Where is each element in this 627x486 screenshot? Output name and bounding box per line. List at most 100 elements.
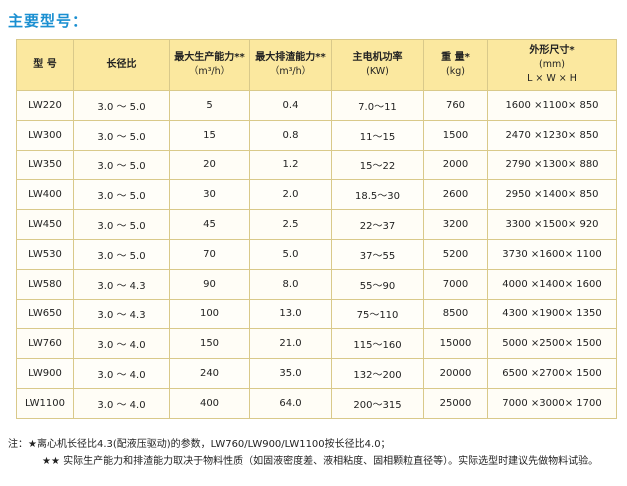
cell-weight: 1500 bbox=[423, 119, 488, 151]
cell-max-production: 240 bbox=[169, 358, 250, 389]
cell-length-diameter-ratio: 3.0 ～ 4.0 bbox=[73, 387, 170, 419]
cell-length-diameter-ratio: 3.0 ～ 5.0 bbox=[73, 179, 170, 211]
cell-length-diameter-ratio: 3.0 ～ 5.0 bbox=[73, 149, 170, 181]
cell-model: LW220 bbox=[16, 90, 74, 121]
cell-weight: 3200 bbox=[423, 209, 488, 240]
cell-max-production: 150 bbox=[169, 328, 250, 360]
cell-dimensions: 2790 ×1300× 880 bbox=[487, 149, 617, 181]
cell-max-production: 90 bbox=[169, 268, 250, 300]
cell-weight: 2600 bbox=[423, 179, 488, 211]
table-header-row: 型 号 长径比 最大生产能力** （m³/h） 最大排渣能力** （m³/h） … bbox=[16, 39, 617, 91]
cell-max-discharge: 0.8 bbox=[249, 119, 332, 151]
table-row: LW580 3.0 ～ 4.3 90 8.0 55～90 7000 4000 ×1400× … bbox=[16, 268, 617, 300]
cell-max-discharge: 13.0 bbox=[249, 298, 332, 330]
header-model: 型 号 bbox=[16, 39, 74, 91]
cell-motor-power: 55～90 bbox=[331, 268, 424, 300]
cell-motor-power: 200～315 bbox=[331, 387, 424, 419]
table-row: LW400 3.0 ～ 5.0 30 2.0 18.5～30 2600 2950 ×1400… bbox=[16, 179, 617, 211]
cell-max-production: 100 bbox=[169, 298, 250, 330]
cell-dimensions: 7000 ×3000× 1700 bbox=[487, 387, 617, 419]
cell-motor-power: 18.5～30 bbox=[331, 179, 424, 211]
cell-dimensions: 1600 ×1100× 850 bbox=[487, 90, 617, 121]
cell-dimensions: 5000 ×2500× 1500 bbox=[487, 328, 617, 360]
table-row: LW220 3.0 ～ 5.0 5 0.4 7.0～11 760 1600 ×1100× 8… bbox=[16, 90, 617, 121]
cell-model: LW400 bbox=[16, 179, 74, 211]
cell-model: LW300 bbox=[16, 119, 74, 151]
cell-max-discharge: 35.0 bbox=[249, 358, 332, 389]
header-unit: (KW) bbox=[366, 66, 389, 77]
cell-dimensions: 6500 ×2700× 1500 bbox=[487, 358, 617, 389]
footnotes: 注：★离心机长径比4.3(配液压驱动)的参数，LW760/LW900/LW110… bbox=[8, 436, 598, 470]
cell-model: LW650 bbox=[16, 298, 74, 330]
cell-motor-power: 15～22 bbox=[331, 149, 424, 181]
model-spec-table: 型 号 长径比 最大生产能力** （m³/h） 最大排渣能力** （m³/h） … bbox=[16, 39, 617, 419]
cell-weight: 7000 bbox=[423, 268, 488, 300]
cell-max-discharge: 8.0 bbox=[249, 268, 332, 300]
cell-dimensions: 4300 ×1900× 1350 bbox=[487, 298, 617, 330]
header-weight: 重 量* (kg) bbox=[423, 39, 488, 91]
header-length-diameter-ratio: 长径比 bbox=[73, 39, 170, 91]
cell-motor-power: 7.0～11 bbox=[331, 90, 424, 121]
header-unit: (kg) bbox=[446, 66, 465, 77]
cell-max-production: 30 bbox=[169, 179, 250, 211]
cell-length-diameter-ratio: 3.0 ～ 4.3 bbox=[73, 298, 170, 330]
cell-length-diameter-ratio: 3.0 ～ 5.0 bbox=[73, 238, 170, 270]
header-label: 重 量* bbox=[441, 52, 470, 63]
cell-dimensions: 4000 ×1400× 1600 bbox=[487, 268, 617, 300]
cell-weight: 20000 bbox=[423, 358, 488, 389]
table-row: LW650 3.0 ～ 4.3 100 13.0 75～110 8500 4300 ×190… bbox=[16, 298, 617, 330]
table-row: LW450 3.0 ～ 5.0 45 2.5 22～37 3200 3300 ×1500× … bbox=[16, 209, 617, 240]
cell-model: LW900 bbox=[16, 358, 74, 389]
table-row: LW760 3.0 ～ 4.0 150 21.0 115～160 15000 5000 ×2… bbox=[16, 328, 617, 360]
header-label: 外形尺寸* bbox=[529, 45, 575, 56]
header-label: 最大排渣能力** bbox=[255, 52, 326, 63]
cell-dimensions: 2950 ×1400× 850 bbox=[487, 179, 617, 211]
cell-weight: 5200 bbox=[423, 238, 488, 270]
cell-max-discharge: 21.0 bbox=[249, 328, 332, 360]
header-unit: (mm) bbox=[539, 59, 565, 70]
cell-max-discharge: 2.5 bbox=[249, 209, 332, 240]
cell-max-production: 45 bbox=[169, 209, 250, 240]
header-max-production-capacity: 最大生产能力** （m³/h） bbox=[169, 39, 250, 91]
cell-max-production: 400 bbox=[169, 387, 250, 419]
cell-model: LW530 bbox=[16, 238, 74, 270]
cell-max-production: 5 bbox=[169, 90, 250, 121]
cell-length-diameter-ratio: 3.0 ～ 5.0 bbox=[73, 209, 170, 240]
table-row: LW900 3.0 ～ 4.0 240 35.0 132～200 20000 6500 ×2… bbox=[16, 358, 617, 389]
cell-motor-power: 115～160 bbox=[331, 328, 424, 360]
header-unit: （m³/h） bbox=[188, 66, 231, 77]
page-title: 主要型号： bbox=[8, 12, 89, 30]
cell-motor-power: 37～55 bbox=[331, 238, 424, 270]
cell-motor-power: 22～37 bbox=[331, 209, 424, 240]
footnote-1: 注：★离心机长径比4.3(配液压驱动)的参数，LW760/LW900/LW110… bbox=[8, 439, 391, 450]
table-row: LW300 3.0 ～ 5.0 15 0.8 11～15 1500 2470 ×1230× … bbox=[16, 119, 617, 151]
cell-model: LW350 bbox=[16, 149, 74, 181]
cell-weight: 25000 bbox=[423, 387, 488, 419]
cell-weight: 15000 bbox=[423, 328, 488, 360]
cell-model: LW1100 bbox=[16, 387, 74, 419]
cell-max-production: 15 bbox=[169, 119, 250, 151]
header-dimensions: 外形尺寸* (mm) L × W × H bbox=[487, 39, 617, 91]
header-max-discharge-capacity: 最大排渣能力** （m³/h） bbox=[249, 39, 332, 91]
header-label: 主电机功率 bbox=[352, 52, 403, 63]
cell-length-diameter-ratio: 3.0 ～ 4.3 bbox=[73, 268, 170, 300]
cell-max-discharge: 0.4 bbox=[249, 90, 332, 121]
cell-max-production: 70 bbox=[169, 238, 250, 270]
footnote-2: ★★ 实际生产能力和排渣能力取决于物料性质（如固液密度差、液相粘度、固相颗粒直径… bbox=[42, 456, 599, 467]
cell-motor-power: 11～15 bbox=[331, 119, 424, 151]
cell-length-diameter-ratio: 3.0 ～ 5.0 bbox=[73, 119, 170, 151]
cell-model: LW760 bbox=[16, 328, 74, 360]
cell-model: LW580 bbox=[16, 268, 74, 300]
header-label: 最大生产能力** bbox=[174, 52, 245, 63]
header-main-motor-power: 主电机功率 (KW) bbox=[331, 39, 424, 91]
cell-weight: 760 bbox=[423, 90, 488, 121]
cell-max-discharge: 64.0 bbox=[249, 387, 332, 419]
cell-motor-power: 132～200 bbox=[331, 358, 424, 389]
cell-dimensions: 3730 ×1600× 1100 bbox=[487, 238, 617, 270]
header-dimension-order: L × W × H bbox=[527, 73, 577, 84]
cell-max-discharge: 1.2 bbox=[249, 149, 332, 181]
cell-motor-power: 75～110 bbox=[331, 298, 424, 330]
cell-length-diameter-ratio: 3.0 ～ 5.0 bbox=[73, 90, 170, 121]
table-row: LW350 3.0 ～ 5.0 20 1.2 15～22 2000 2790 ×1300× … bbox=[16, 149, 617, 181]
cell-model: LW450 bbox=[16, 209, 74, 240]
